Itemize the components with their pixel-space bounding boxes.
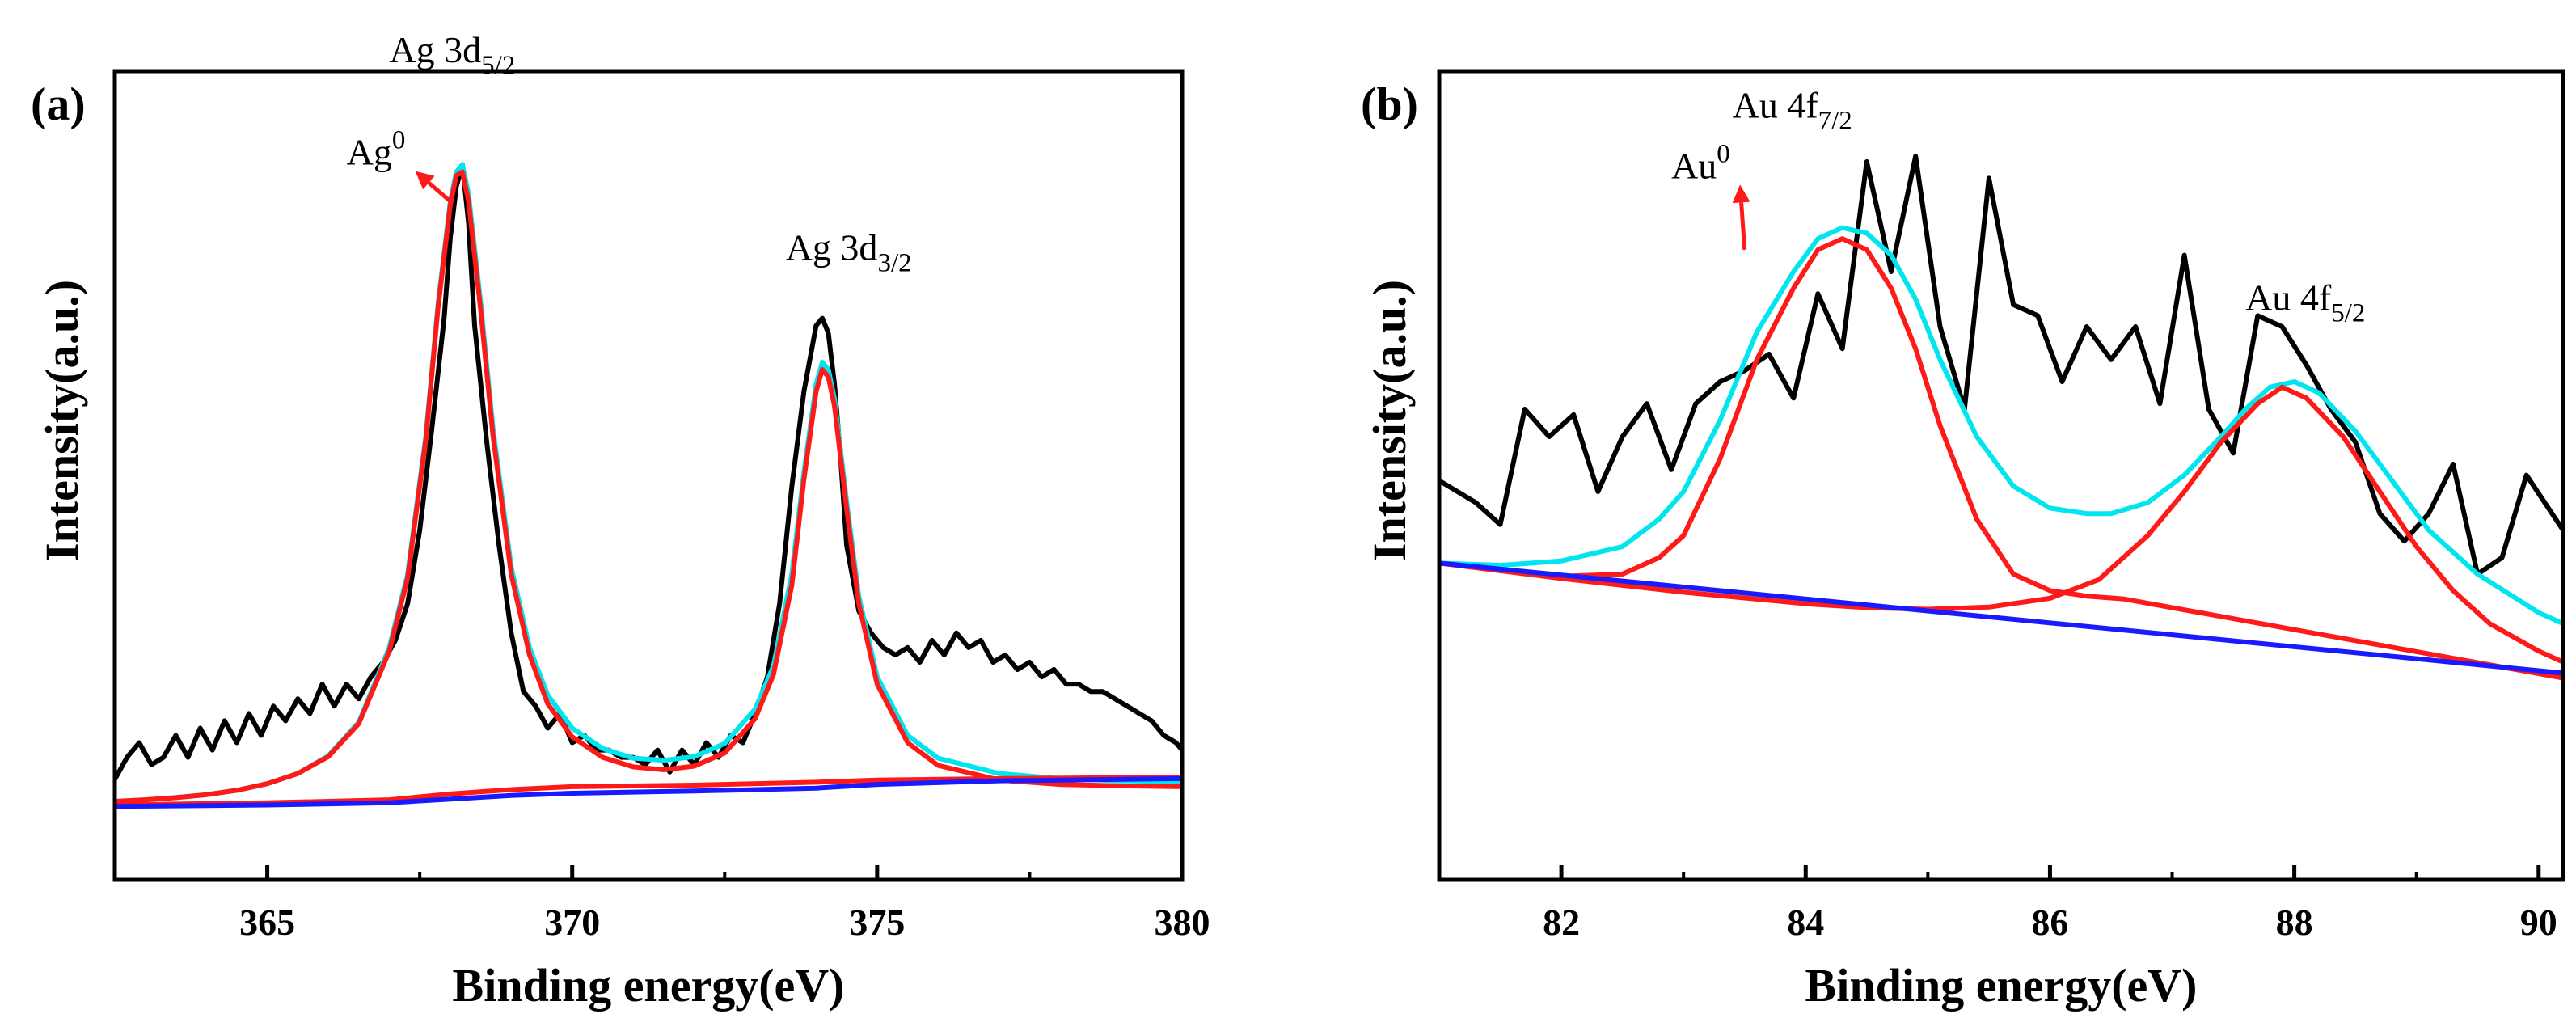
panel-a-series-raw-0 — [115, 162, 1182, 782]
panel-b-series-baseline-4 — [1439, 560, 2563, 676]
panel-b-annotation-2: Au0 — [1671, 139, 1730, 186]
panel-b-x-ticks: 82 84 86 88 90 — [1438, 865, 2557, 943]
panel-a-x-tick-label-375: 375 — [849, 902, 905, 943]
panel-b-arrow-head — [1732, 184, 1750, 204]
panel-a-x-tick-label-365: 365 — [239, 902, 295, 943]
panel-a-y-axis-title: Intensity(a.u.) — [36, 280, 88, 561]
panel-b-x-axis-title: Binding energy(eV) — [1805, 959, 2198, 1012]
panel-b-x-tick-label-88: 88 — [2276, 902, 2313, 943]
panel-b-x-tick-label-90: 90 — [2520, 902, 2557, 943]
panel-b-annotation-1: Au 4f5/2 — [2245, 277, 2365, 328]
panel-b-au-4f-spectrum: (b) 82 84 86 88 90 Binding energy(eV) Intens… — [1361, 69, 2565, 1012]
panel-b-x-tick-label-82: 82 — [1543, 902, 1580, 943]
panel-a-annotation-0: Ag 3d5/2 — [389, 29, 515, 80]
panel-a-annotation-1: Ag 3d3/2 — [786, 226, 912, 277]
panel-a-series-ag0-background-3 — [115, 775, 1182, 808]
panel-b-series-au-4f7-2-fit-2 — [1439, 236, 2563, 681]
panel-a-ag-3d-spectrum: (a) 365 370 375 380 Binding energy(eV) Inte… — [31, 29, 1210, 1012]
panel-a-x-tick-label-370: 370 — [544, 902, 600, 943]
panel-a-arrow-line — [427, 181, 452, 203]
panel-a-arrow-head — [415, 171, 435, 190]
panel-b-series-envelope-1 — [1439, 225, 2563, 627]
panel-a-annotations: Ag 3d5/2 Ag 3d3/2 Ag0 — [347, 29, 912, 277]
panel-a-x-axis-title: Binding energy(eV) — [453, 959, 845, 1012]
panel-a-series-baseline-4 — [115, 775, 1182, 809]
panel-b-x-tick-label-84: 84 — [1787, 902, 1824, 943]
panel-a-annotation-2: Ag0 — [347, 126, 406, 173]
panel-b-annotation-0: Au 4f7/2 — [1733, 85, 1852, 136]
panel-a-series-group — [115, 162, 1182, 809]
panel-a-series-ag0-fit-2 — [115, 169, 1182, 804]
panel-a-x-ticks: 365 370 375 380 — [113, 865, 1210, 943]
panel-b-series-group — [1439, 154, 2563, 681]
panel-a-x-tick-label-380: 380 — [1155, 902, 1210, 943]
panel-b-x-tick-label-86: 86 — [2031, 902, 2068, 943]
panel-b-series-raw-0 — [1439, 154, 2563, 577]
panel-b-plot-frame — [1437, 69, 2565, 882]
panel-b-y-axis-title: Intensity(a.u.) — [1363, 280, 1416, 561]
panel-b-annotations: Au 4f7/2 Au 4f5/2 Au0 — [1671, 85, 2365, 328]
panel-b-label: (b) — [1361, 78, 1418, 130]
panel-a-plot-frame — [112, 69, 1185, 882]
panel-b-series-au-4f5-2-fit-3 — [1439, 384, 2563, 665]
panel-b-arrow-line — [1739, 202, 1747, 250]
panel-a-label: (a) — [31, 78, 86, 130]
